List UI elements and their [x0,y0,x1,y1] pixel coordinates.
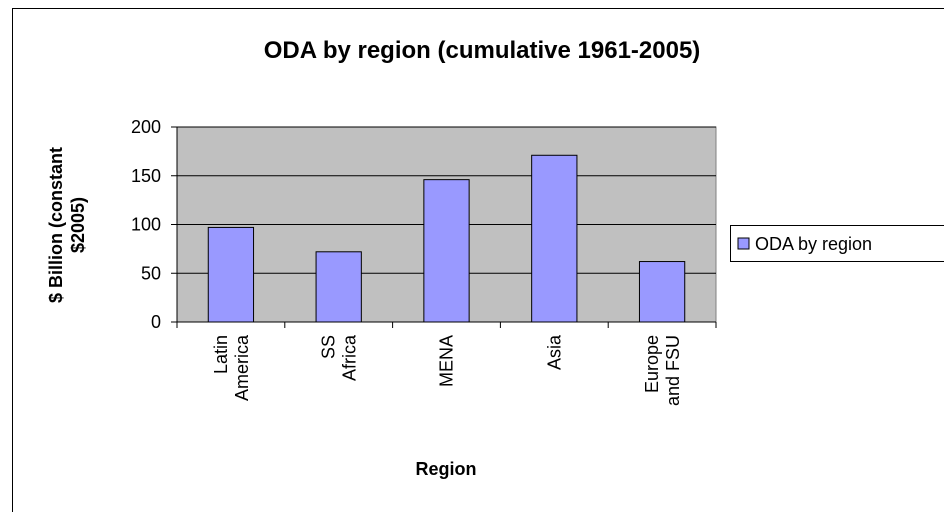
legend-swatch [737,237,750,250]
x-tick-label: Europeand FSU [642,335,683,406]
x-axis-label: Region [416,459,477,479]
legend-label: ODA by region [755,234,872,254]
bar [315,251,362,323]
bar [207,226,255,323]
x-tick-label: LatinAmerica [211,334,252,401]
y-tick-label: 0 [151,312,161,332]
bar [531,154,578,323]
x-tick-label: Asia [544,334,564,370]
legend-box [730,225,944,262]
y-axis-label: $ Billion (constant $2005) [46,147,88,303]
bar [423,179,470,323]
x-tick-label: SS Africa [319,334,360,390]
x-tick-label: MENA [437,335,457,387]
y-tick-label: 200 [131,117,161,137]
bar [638,261,686,323]
y-tick-label: 150 [131,166,161,186]
y-tick-label: 50 [141,263,161,283]
y-tick-label: 100 [131,215,161,235]
chart-title: ODA by region (cumulative 1961-2005) [264,37,701,64]
